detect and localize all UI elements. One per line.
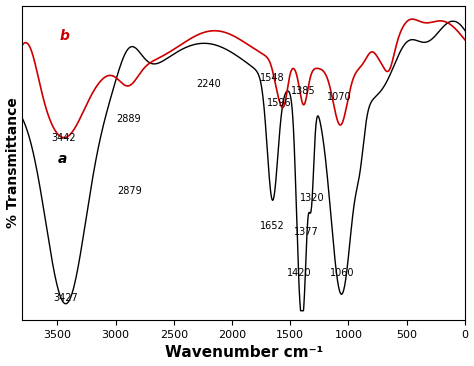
Text: 2240: 2240 bbox=[196, 79, 221, 89]
X-axis label: Wavenumber cm⁻¹: Wavenumber cm⁻¹ bbox=[164, 346, 323, 361]
Text: 1548: 1548 bbox=[260, 73, 285, 83]
Text: 2889: 2889 bbox=[116, 114, 141, 124]
Text: 1070: 1070 bbox=[328, 92, 352, 102]
Text: 1377: 1377 bbox=[293, 227, 319, 237]
Y-axis label: % Transmittance: % Transmittance bbox=[6, 97, 19, 228]
Text: 1596: 1596 bbox=[267, 98, 292, 108]
Text: 3442: 3442 bbox=[52, 133, 76, 143]
Text: 3427: 3427 bbox=[54, 293, 78, 303]
Text: 1320: 1320 bbox=[300, 193, 324, 203]
Text: 1420: 1420 bbox=[287, 268, 312, 278]
Text: 1652: 1652 bbox=[260, 221, 285, 231]
Text: 1060: 1060 bbox=[330, 268, 354, 278]
Text: 1385: 1385 bbox=[292, 86, 316, 96]
Text: 2879: 2879 bbox=[117, 186, 142, 196]
Text: a: a bbox=[57, 152, 67, 166]
Text: b: b bbox=[60, 29, 70, 43]
